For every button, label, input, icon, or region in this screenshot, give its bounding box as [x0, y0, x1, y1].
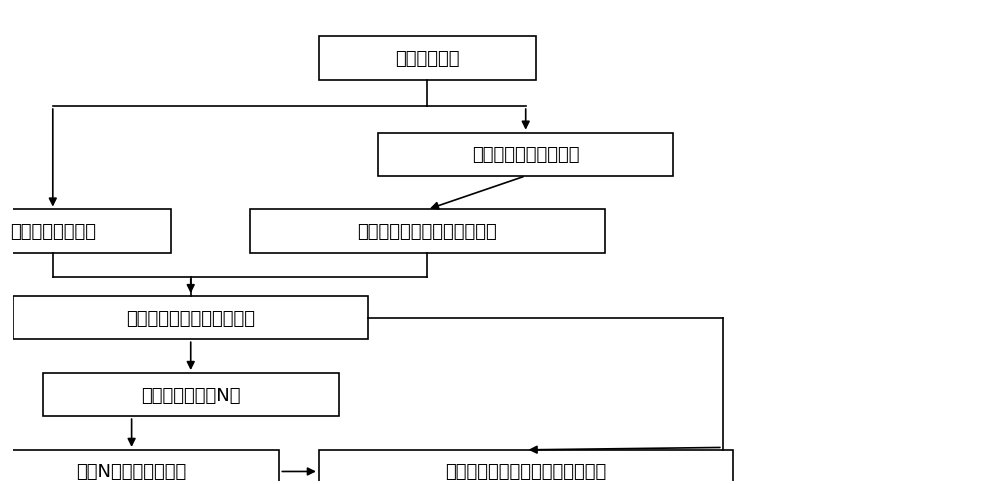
- Text: 建立磨粒流的仿真模型: 建立磨粒流的仿真模型: [472, 146, 579, 164]
- FancyBboxPatch shape: [319, 37, 536, 80]
- FancyBboxPatch shape: [43, 373, 339, 416]
- Text: 计算所需要的加热温度曲线: 计算所需要的加热温度曲线: [126, 309, 255, 327]
- FancyBboxPatch shape: [378, 133, 673, 177]
- Text: 得到磨粒流流道中的温度曲线: 得到磨粒流流道中的温度曲线: [357, 223, 497, 241]
- FancyBboxPatch shape: [13, 296, 368, 340]
- FancyBboxPatch shape: [0, 450, 279, 484]
- FancyBboxPatch shape: [319, 450, 733, 484]
- Text: 计算温度补偿曲线: 计算温度补偿曲线: [10, 223, 96, 241]
- FancyBboxPatch shape: [250, 210, 605, 253]
- Text: 调节每个电磁波加热源的工作效率: 调节每个电磁波加热源的工作效率: [445, 463, 606, 481]
- FancyBboxPatch shape: [0, 210, 171, 253]
- Text: 设置N个电磁波加热源: 设置N个电磁波加热源: [76, 463, 187, 481]
- Text: 将仿形流道均分N段: 将仿形流道均分N段: [141, 386, 240, 404]
- Text: 建立仿形流道: 建立仿形流道: [395, 50, 459, 68]
